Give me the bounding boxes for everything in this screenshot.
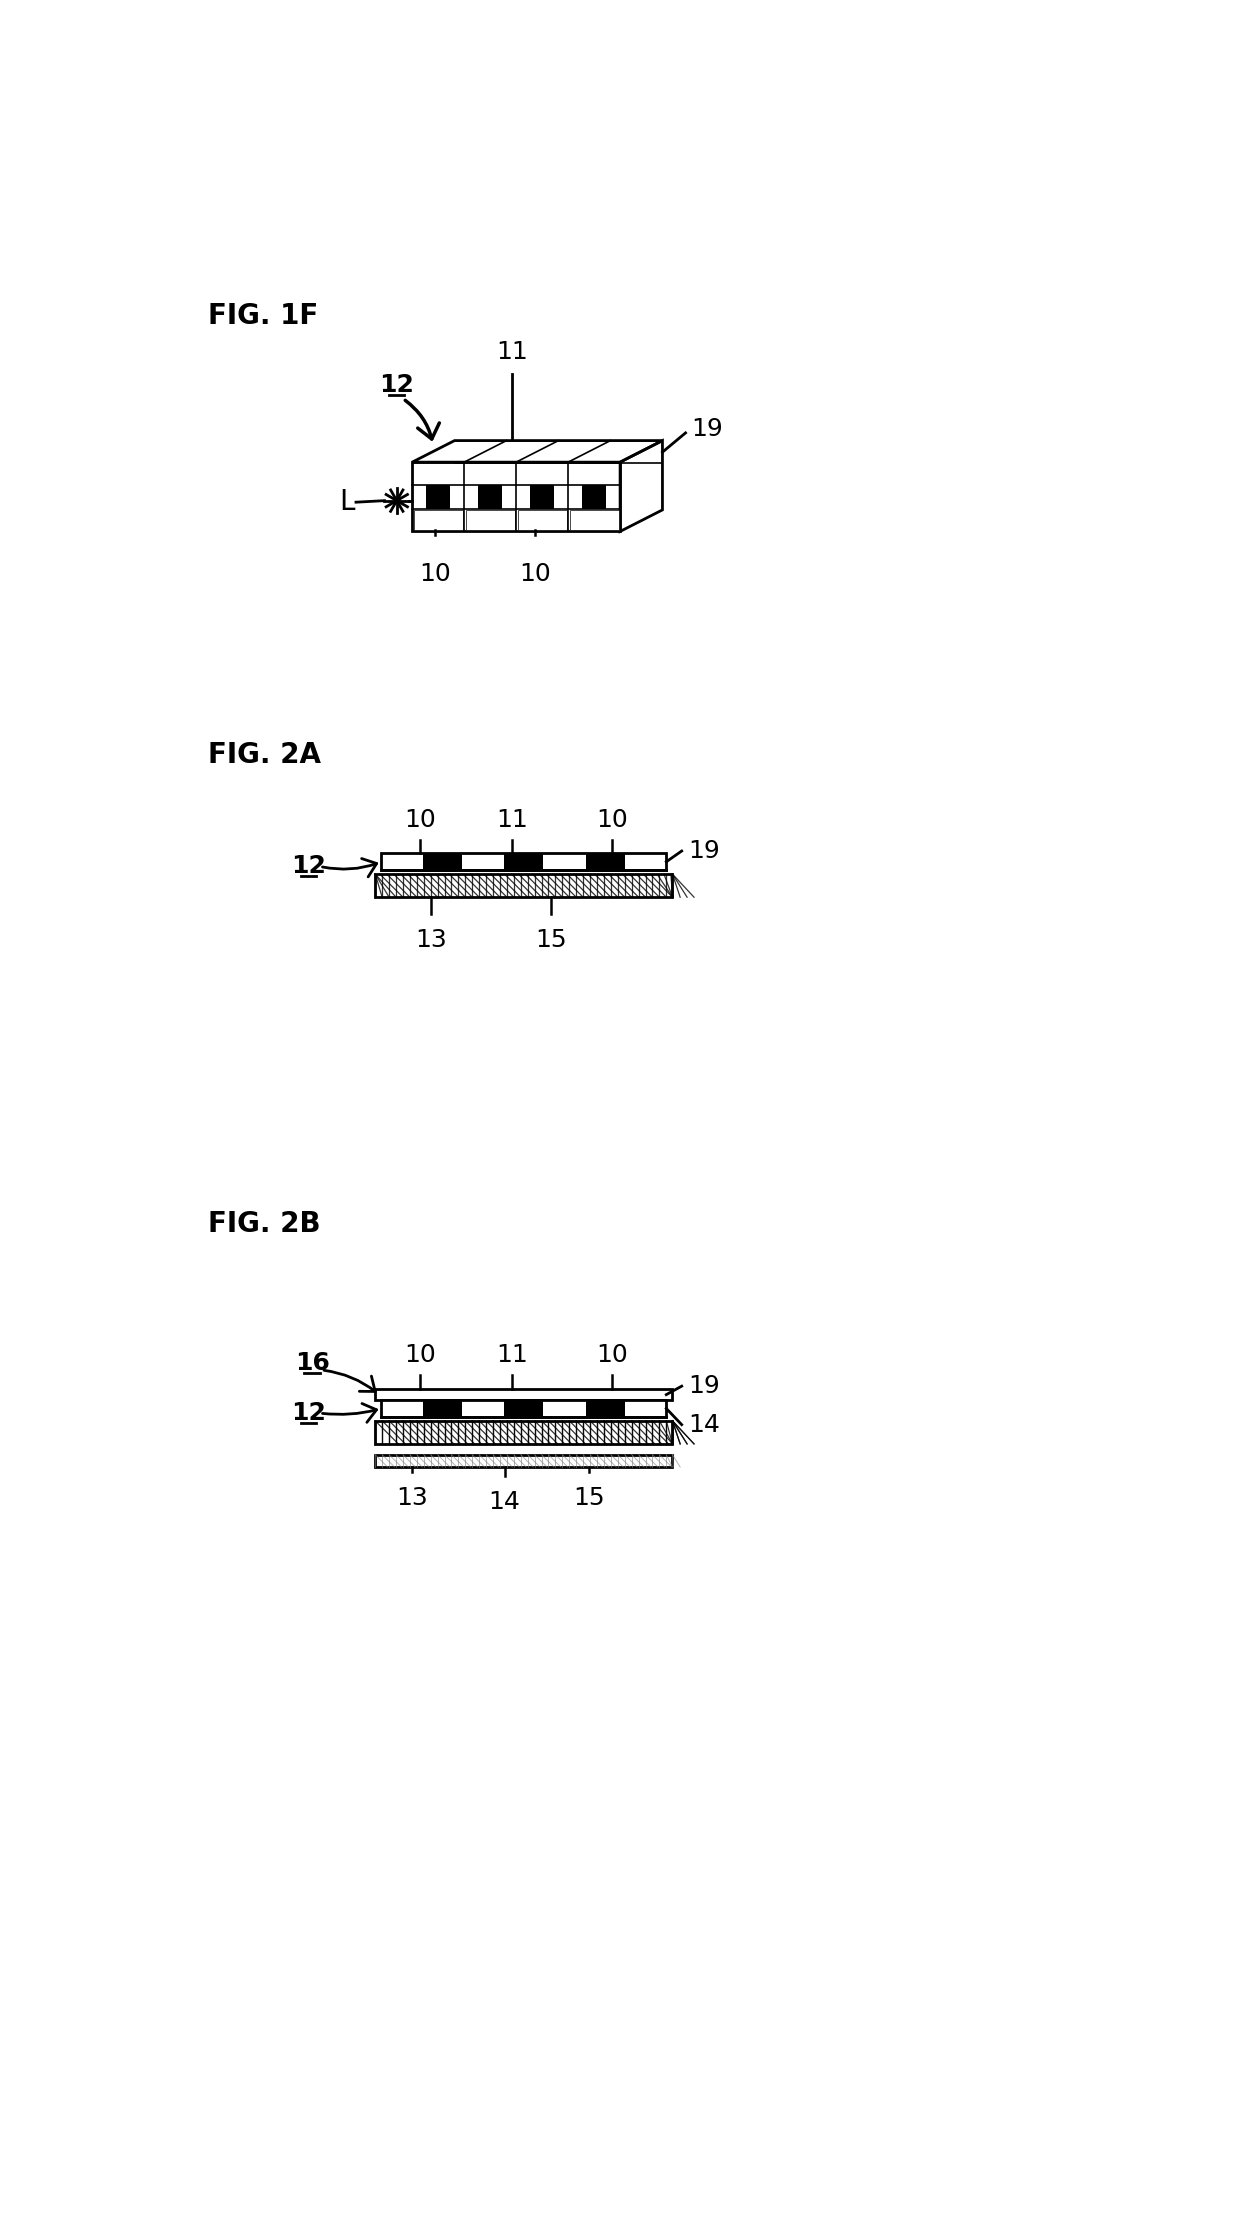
Text: 12: 12 xyxy=(291,1402,326,1424)
Text: 13: 13 xyxy=(397,1486,428,1511)
Text: 11: 11 xyxy=(496,808,528,833)
Bar xyxy=(414,509,463,529)
Bar xyxy=(531,485,554,509)
Text: 19: 19 xyxy=(688,1373,719,1398)
Text: 14: 14 xyxy=(688,1413,719,1438)
Text: 14: 14 xyxy=(489,1491,521,1515)
Text: 13: 13 xyxy=(415,928,448,952)
Text: 16: 16 xyxy=(295,1351,330,1376)
Text: 11: 11 xyxy=(496,339,528,363)
Bar xyxy=(585,855,625,870)
Bar xyxy=(376,1455,672,1466)
Text: 10: 10 xyxy=(419,563,451,587)
Text: 10: 10 xyxy=(596,1342,629,1367)
Text: 19: 19 xyxy=(692,416,723,441)
Text: 10: 10 xyxy=(520,563,552,587)
Bar xyxy=(382,1400,666,1418)
Bar xyxy=(376,875,672,897)
Bar xyxy=(517,509,567,529)
Text: 19: 19 xyxy=(688,839,719,864)
Bar xyxy=(427,485,450,509)
Text: 12: 12 xyxy=(291,855,326,879)
FancyArrowPatch shape xyxy=(322,1404,377,1422)
Bar xyxy=(569,509,619,529)
Text: 10: 10 xyxy=(596,808,629,833)
Text: 10: 10 xyxy=(404,808,435,833)
Text: FIG. 2B: FIG. 2B xyxy=(208,1209,321,1238)
Bar xyxy=(423,855,463,870)
Bar xyxy=(479,485,502,509)
FancyArrowPatch shape xyxy=(405,401,439,439)
Text: FIG. 2A: FIG. 2A xyxy=(208,740,321,769)
Bar xyxy=(466,509,515,529)
Text: L: L xyxy=(339,487,355,516)
Bar xyxy=(585,1400,625,1415)
Text: 10: 10 xyxy=(404,1342,435,1367)
Text: 11: 11 xyxy=(496,1342,528,1367)
Bar xyxy=(505,855,543,870)
Text: FIG. 1F: FIG. 1F xyxy=(208,301,319,330)
Bar xyxy=(505,1400,543,1415)
Bar xyxy=(376,1389,672,1400)
Text: 15: 15 xyxy=(534,928,567,952)
Bar xyxy=(423,1400,463,1415)
Text: 12: 12 xyxy=(379,372,414,396)
Text: 15: 15 xyxy=(573,1486,605,1511)
Bar xyxy=(376,1420,672,1444)
Bar xyxy=(382,853,666,870)
FancyArrowPatch shape xyxy=(322,859,377,877)
Bar xyxy=(583,485,606,509)
FancyArrowPatch shape xyxy=(324,1371,376,1391)
